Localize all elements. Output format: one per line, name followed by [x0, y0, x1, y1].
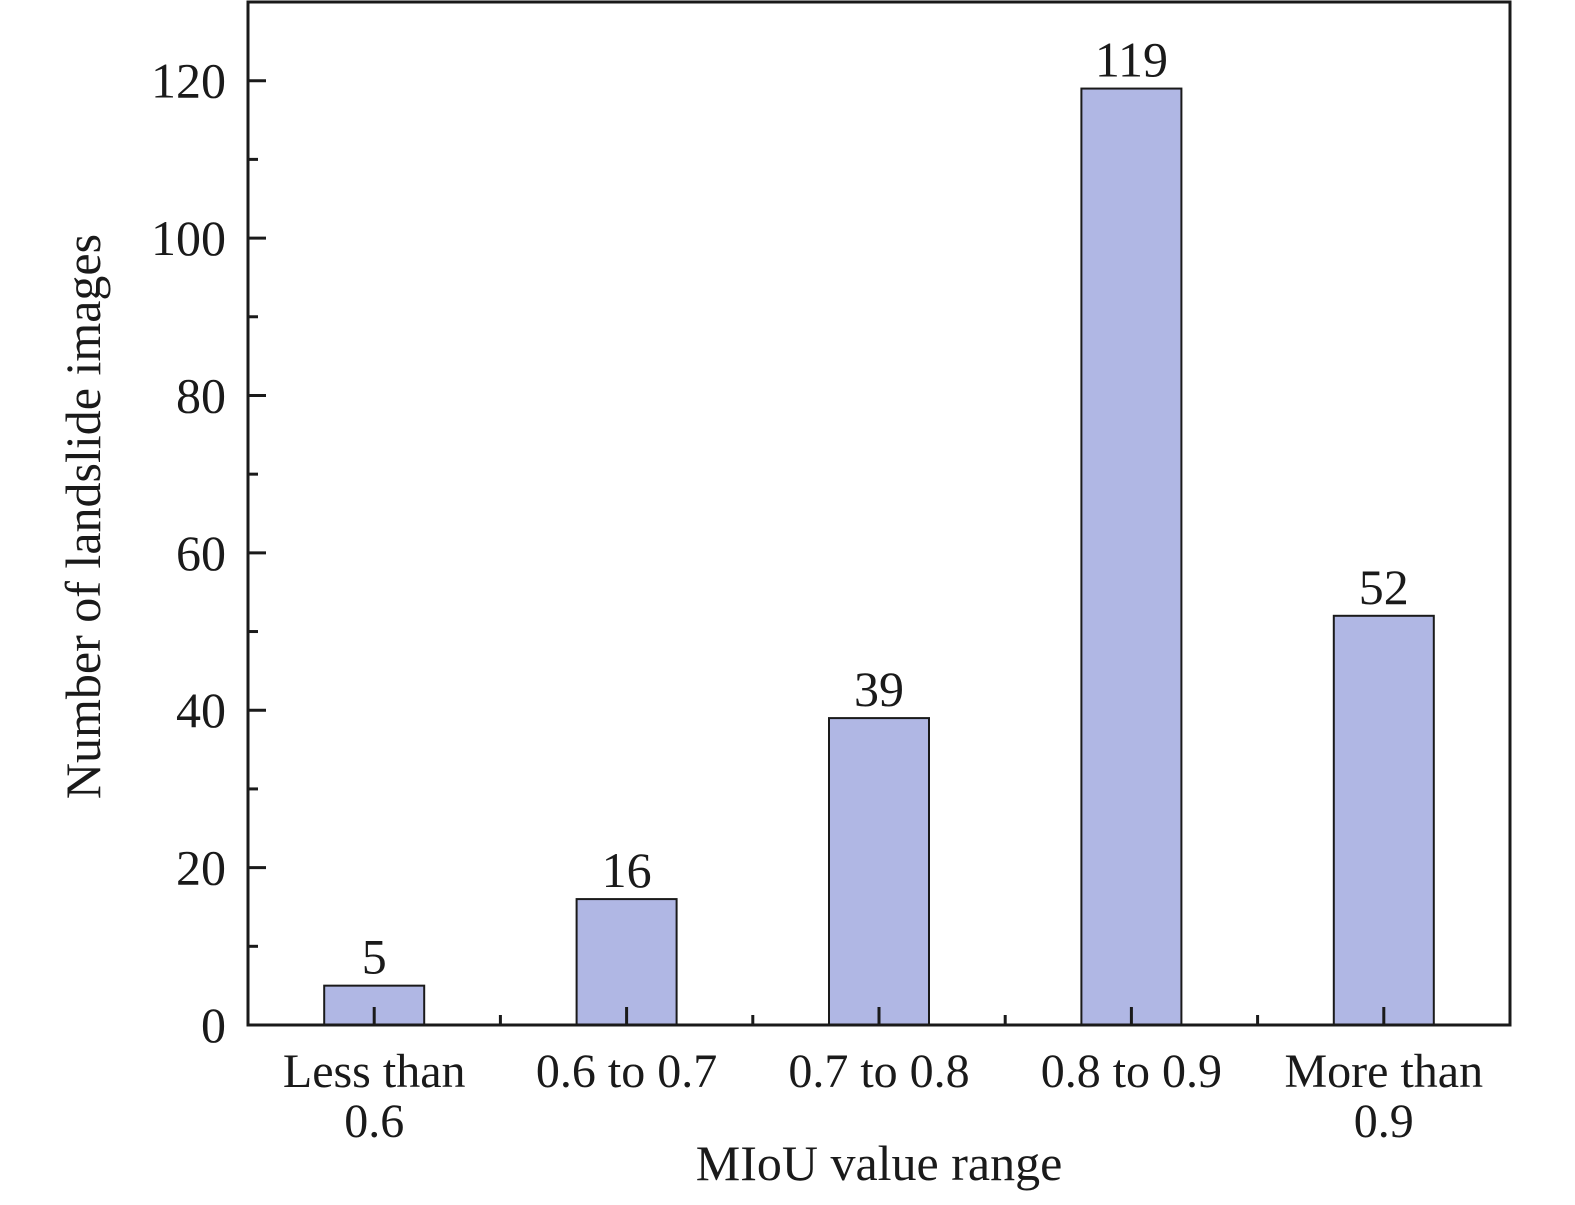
y-tick-label: 120: [151, 53, 226, 109]
bar: [1080, 87, 1183, 1027]
x-tick-label: 0.9: [1354, 1095, 1414, 1148]
y-tick-label: 20: [176, 840, 226, 896]
bar-value-label: 39: [854, 661, 904, 717]
y-tick-label: 80: [176, 367, 226, 423]
bar-value-label: 119: [1095, 32, 1168, 88]
y-axis-tick-labels: 0 20 40 60 80 100 120: [151, 53, 226, 1053]
bar-value-label: 5: [362, 929, 387, 985]
x-tick-label: 0.6 to 0.7: [536, 1045, 717, 1098]
x-axis-ticks: [372, 1007, 1386, 1025]
y-tick-label: 0: [201, 997, 226, 1053]
x-tick-label: 0.8 to 0.9: [1041, 1045, 1222, 1098]
y-axis-ticks: [248, 79, 266, 1027]
x-tick-label: 0.6: [344, 1095, 404, 1148]
bar: [1332, 614, 1435, 1026]
y-axis-title: Number of landslide images: [55, 234, 111, 799]
x-axis-title: MIoU value range: [696, 1135, 1063, 1191]
bar-value-label: 52: [1359, 559, 1409, 615]
y-tick-label: 60: [176, 525, 226, 581]
y-tick-label: 100: [151, 210, 226, 266]
x-tick-label: Less than: [283, 1045, 466, 1098]
x-tick-label: 0.7 to 0.8: [788, 1045, 969, 1098]
bar-value-label: 16: [602, 842, 652, 898]
x-tick-label: More than: [1284, 1045, 1483, 1098]
bar: [828, 717, 930, 1026]
y-tick-label: 40: [176, 682, 226, 738]
bar: [575, 898, 678, 1026]
bars-group: [323, 87, 1435, 1027]
value-labels-group: 5 16 39 119 52: [362, 32, 1409, 985]
